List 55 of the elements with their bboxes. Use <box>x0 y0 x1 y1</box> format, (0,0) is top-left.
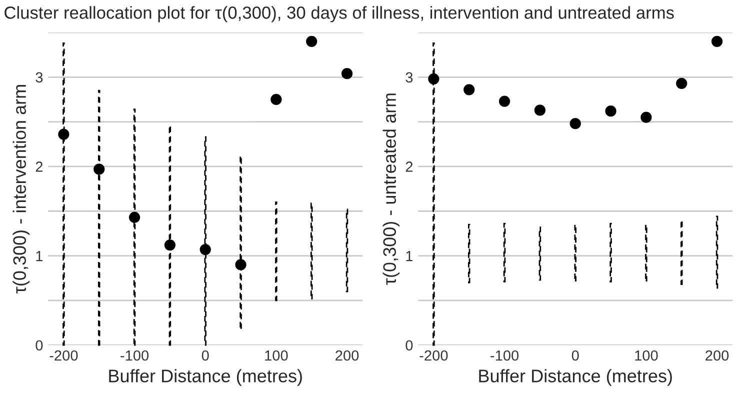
point <box>128 212 140 223</box>
bar <box>133 108 136 346</box>
x-tick-label: -100 <box>490 350 519 361</box>
point <box>58 128 70 140</box>
bar <box>168 124 172 346</box>
point <box>428 73 440 84</box>
y-tick-label: 2 <box>36 162 43 172</box>
bar <box>275 201 278 302</box>
bar <box>574 224 576 282</box>
x-tick-label: -100 <box>120 350 149 361</box>
x-tick-label: -200 <box>50 350 78 361</box>
point <box>676 78 688 89</box>
point <box>464 84 475 96</box>
y-axis-title: τ(0,300) - untreated arm <box>382 94 400 285</box>
point <box>306 36 318 47</box>
point <box>164 239 176 251</box>
y-tick-label: 1 <box>406 251 413 262</box>
x-axis-title: Buffer Distance (metres) <box>109 369 302 386</box>
bar <box>610 222 612 282</box>
bar <box>538 226 542 281</box>
bar <box>98 90 100 346</box>
x-tick-label: 100 <box>635 350 658 361</box>
point <box>200 244 211 256</box>
bar <box>503 222 506 282</box>
y-tick-label: 2 <box>406 162 413 172</box>
chart-title: Cluster reallocation plot for τ(0,300), 30 days of illness, intervention and untreated arms <box>4 6 674 22</box>
bar <box>468 224 470 284</box>
y-tick-label: 1 <box>36 251 43 262</box>
x-tick-label: 0 <box>572 350 579 361</box>
point <box>94 164 105 175</box>
bar <box>346 208 348 292</box>
point <box>498 96 510 107</box>
x-tick-label: -200 <box>420 350 448 361</box>
y-tick-label: 0 <box>36 340 43 351</box>
bar <box>645 224 648 282</box>
point <box>570 118 581 130</box>
y-tick-label: 3 <box>36 72 43 83</box>
point <box>711 36 723 47</box>
x-tick-label: 200 <box>336 350 359 361</box>
point <box>640 112 652 123</box>
y-tick-label: 0 <box>406 340 413 351</box>
x-axis-title: Buffer Distance (metres) <box>479 369 672 386</box>
y-tick-label: 3 <box>406 72 413 83</box>
x-tick-label: 200 <box>706 350 729 361</box>
point <box>341 68 353 80</box>
bar <box>716 216 718 289</box>
x-tick-label: 0 <box>202 350 209 361</box>
bar <box>310 202 313 300</box>
point <box>235 259 246 270</box>
y-axis-title: τ(0,300) - intervention arm <box>12 85 30 294</box>
point <box>270 94 282 106</box>
x-tick-label: 100 <box>265 350 288 361</box>
point <box>534 104 546 116</box>
point <box>605 106 616 117</box>
bar <box>680 219 683 286</box>
